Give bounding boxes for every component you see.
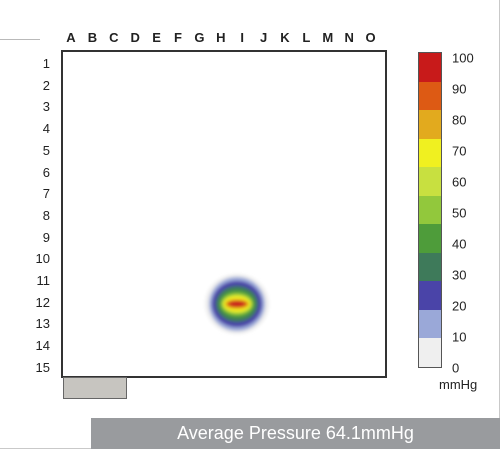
row-label: 4 [42,121,50,137]
column-label: A [66,30,76,45]
color-scale-segment [419,281,441,311]
color-scale-segment [419,53,441,83]
row-label: 7 [42,186,50,202]
column-label: K [280,30,290,45]
color-scale-tick: 90 [452,81,467,97]
color-scale-segment [419,252,441,282]
column-label: I [240,30,244,45]
column-label: N [344,30,354,45]
row-label: 5 [42,142,50,158]
column-label: O [365,30,376,45]
color-scale-segment [419,224,441,254]
column-label: B [87,30,98,45]
color-scale-bar [418,52,442,368]
pressure-contour [229,301,245,307]
row-label: 2 [42,77,50,93]
top-divider [0,39,40,40]
column-label: J [259,30,268,45]
color-scale-segment [419,309,441,339]
column-label: F [174,30,182,45]
color-scale-tick: 40 [452,236,467,252]
column-label: C [109,30,119,45]
row-label: 15 [35,359,50,375]
row-label: 1 [42,56,50,71]
row-label: 11 [36,273,51,288]
column-label: H [216,30,226,45]
color-scale-segment [419,138,441,168]
color-scale-tick: 60 [452,174,467,190]
color-scale-tick: 20 [452,298,467,314]
column-label: M [322,30,334,45]
row-label: 14 [35,338,50,354]
pressure-map-plot [61,50,387,378]
color-scale-tick: 30 [452,267,467,283]
column-label: D [130,30,140,45]
color-scale-segment [419,110,441,140]
unit-label: mmHg [439,377,478,392]
row-label: 8 [42,207,50,223]
row-label: 9 [42,229,50,245]
color-scale-segment [419,81,441,111]
caption-bar: Average Pressure 64.1mmHg [91,418,500,449]
row-label: 10 [35,251,50,267]
color-scale-tick: 0 [452,360,460,376]
color-scale-tick: 80 [452,112,467,128]
column-label: G [194,30,205,45]
heatmap-svg [205,274,269,334]
color-scale-tick: 70 [452,143,467,159]
row-label: 13 [35,316,50,332]
column-label: E [152,30,161,45]
color-scale-segment [419,167,441,197]
color-scale-segment [419,338,441,368]
average-pressure-caption: Average Pressure 64.1mmHg [177,423,414,443]
color-scale-tick: 50 [452,205,467,221]
column-label: L [302,30,311,45]
sensor-swatch [63,377,127,399]
color-scale-tick: 10 [452,329,467,345]
color-scale-segment [419,195,441,225]
row-label: 12 [35,294,50,310]
color-scale-tick: 100 [452,50,474,66]
row-label: 6 [42,164,50,180]
row-label: 3 [42,99,50,115]
